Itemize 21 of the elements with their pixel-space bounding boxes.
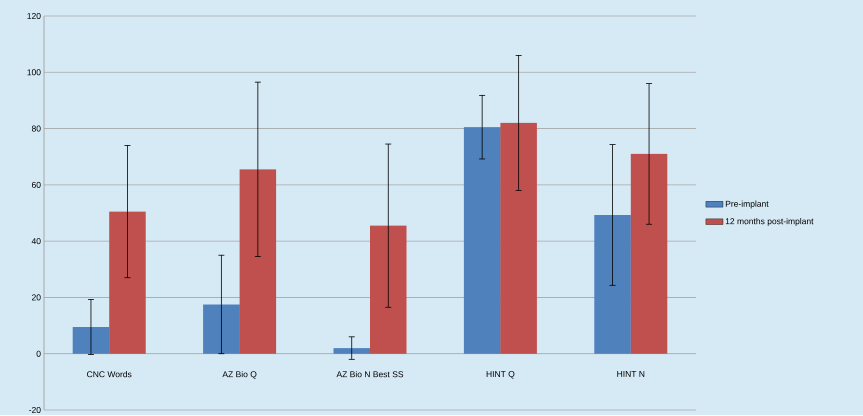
bar [464,127,500,354]
legend-label: Pre-implant [726,200,769,209]
y-tick-label: 120 [27,13,41,20]
bar [109,212,146,354]
x-tick-label: AZ Bio Q [222,371,256,379]
bar [500,123,537,354]
y-tick-label: 100 [27,69,41,76]
y-tick-label: -20 [29,407,41,414]
x-tick-label: HINT Q [486,371,514,379]
x-tick-label: HINT N [617,371,644,377]
bar [630,154,668,354]
bar [240,169,276,354]
y-tick-label: 60 [32,182,41,188]
bar [333,348,370,354]
x-tick-label: AZ Bio N Best SS [336,371,404,378]
legend-label: 12 months post-implant [726,218,814,226]
x-tick-label: CNC Words [87,371,132,378]
y-tick-label: 40 [32,238,41,244]
y-tick-label: 20 [32,294,41,300]
y-tick-label: 0 [36,350,41,357]
y-tick-label: 80 [32,126,41,132]
